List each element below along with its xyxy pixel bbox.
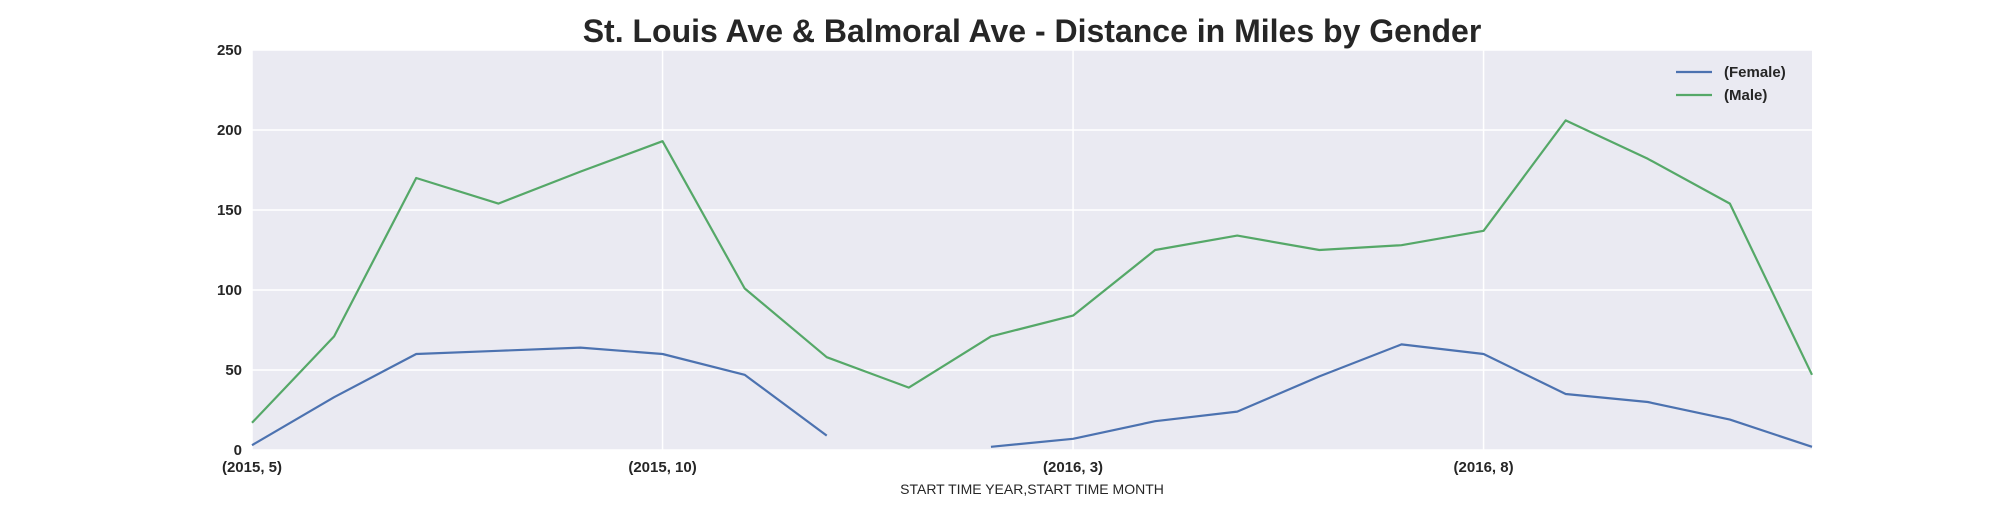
legend: (Female) (Male) [1676,64,1786,104]
legend-label: (Male) [1724,87,1767,104]
series-line-male [251,119,1813,424]
x-axis-ticks: (2015, 5) (2015, 10) (2016, 3) (2016, 8) [222,459,1514,476]
y-tick-label: 150 [217,202,242,219]
y-tick-label: 50 [225,362,242,379]
x-tick-label: (2016, 3) [1043,459,1103,476]
y-tick-label: 200 [217,122,242,139]
y-axis-ticks: 0 50 100 150 200 250 [217,42,242,459]
x-tick-label: (2015, 5) [222,459,282,476]
y-tick-label: 250 [217,42,242,59]
series-line-female [251,343,1813,448]
y-tick-label: 100 [217,282,242,299]
x-axis-label: START TIME YEAR,START TIME MONTH [900,481,1164,497]
series-lines [251,119,1813,448]
x-tick-label: (2016, 8) [1454,459,1514,476]
grid-lines [251,49,1812,451]
x-tick-label: (2015, 10) [628,459,696,476]
legend-label: (Female) [1724,64,1786,81]
plot-area [252,50,1812,450]
chart-title: St. Louis Ave & Balmoral Ave - Distance … [583,13,1482,49]
y-tick-label: 0 [234,442,242,459]
